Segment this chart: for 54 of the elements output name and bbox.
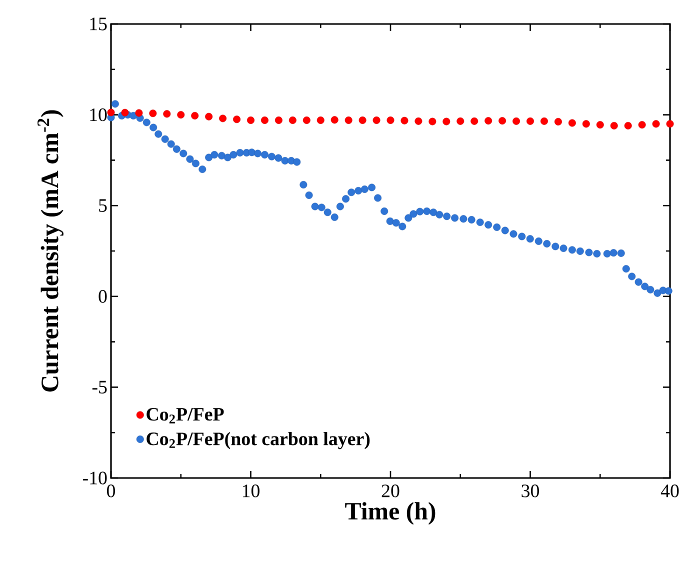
point: [428, 118, 436, 126]
point: [330, 116, 338, 124]
point: [638, 121, 646, 129]
point: [358, 116, 366, 124]
point: [121, 108, 129, 116]
point: [470, 117, 478, 125]
point: [177, 111, 185, 119]
point: [316, 116, 324, 124]
y-tick-label: -5: [92, 380, 107, 394]
point: [512, 117, 520, 125]
x-tick-label: 0: [106, 484, 115, 498]
point: [414, 117, 422, 125]
point: [554, 118, 562, 126]
y-axis-title: Current density (mA cm$^{-2}$): [38, 110, 64, 392]
point: [442, 118, 450, 126]
x-tick-label: 30: [522, 484, 539, 498]
x-tick-label: 40: [660, 484, 679, 498]
point: [163, 110, 171, 118]
point: [652, 120, 660, 128]
point: [596, 121, 604, 129]
legend-label: Co$_{2}$P/FeP: [146, 408, 224, 424]
point: [610, 122, 618, 130]
point: [274, 116, 282, 124]
point: [540, 117, 548, 125]
point: [219, 114, 227, 122]
point: [582, 120, 590, 128]
point: [149, 110, 157, 118]
y-tick-label: 5: [99, 199, 107, 212]
y-tick-label: 15: [90, 18, 107, 30]
point: [205, 112, 213, 120]
point: [456, 117, 464, 125]
point: [302, 116, 310, 124]
y-tick-label: 0: [98, 290, 107, 303]
y-tick-label: -10: [82, 472, 107, 484]
point: [233, 116, 241, 124]
point: [372, 116, 380, 124]
point: [386, 116, 394, 124]
point: [400, 116, 408, 124]
x-axis-title: Time (h): [345, 502, 436, 525]
point: [526, 117, 534, 125]
point: [344, 116, 352, 124]
x-tick-label: 10: [242, 484, 260, 498]
point: [666, 120, 674, 128]
point: [568, 119, 576, 127]
point: [247, 116, 254, 124]
point: [484, 117, 492, 125]
point: [624, 122, 632, 130]
x-tick-label: 20: [382, 484, 400, 498]
legend-label: Co$_{2}$P/FeP(not carbon layer): [146, 432, 370, 450]
point: [498, 117, 506, 125]
point: [191, 112, 199, 120]
point: [260, 116, 268, 124]
point: [288, 116, 296, 124]
y-tick-label: 10: [90, 108, 107, 122]
